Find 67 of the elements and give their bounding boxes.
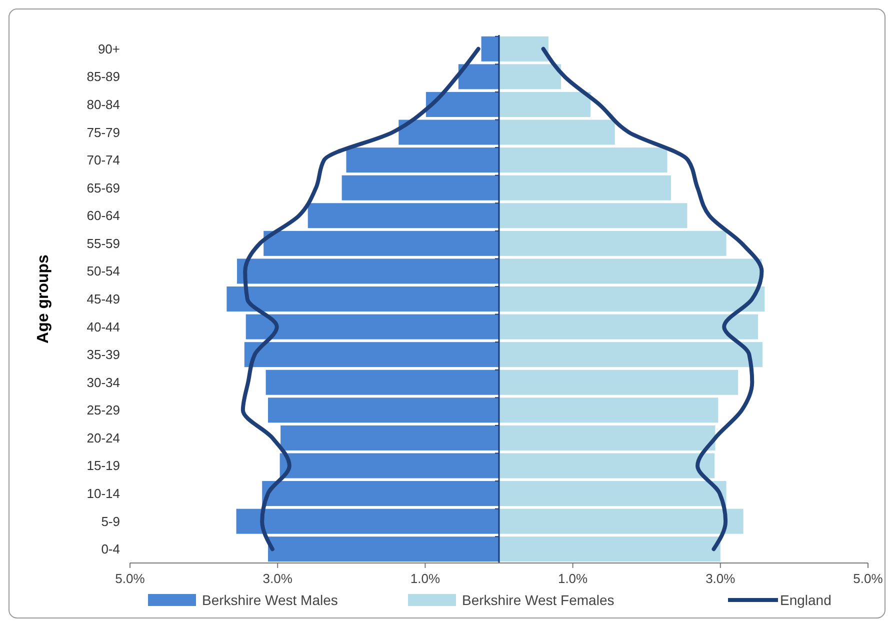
x-tick-label: 5.0% (115, 571, 146, 586)
bar (499, 314, 758, 340)
y-tick-label: 15-19 (86, 458, 120, 474)
bar (499, 258, 762, 284)
bar (481, 36, 499, 62)
bar (499, 203, 688, 228)
bar (346, 148, 499, 173)
y-tick-label: 35-39 (86, 347, 120, 362)
y-tick-label: 50-54 (86, 264, 120, 279)
y-tick-label: 55-59 (86, 236, 120, 251)
bar (499, 148, 668, 173)
bar (499, 286, 765, 312)
bar (342, 175, 499, 200)
bar (499, 425, 716, 450)
bar (499, 536, 720, 562)
bar (266, 370, 499, 395)
y-axis-title: Age groups (35, 254, 52, 344)
y-tick-label: 25-29 (86, 402, 120, 418)
bar (426, 92, 499, 117)
bar (237, 258, 499, 284)
bar (236, 508, 499, 534)
legend-label: England (780, 592, 832, 608)
y-tick-label: 45-49 (86, 292, 120, 306)
bar (226, 286, 499, 312)
bar (499, 508, 744, 534)
bar (499, 230, 726, 256)
bar (280, 453, 499, 478)
bar (499, 36, 548, 62)
bar (499, 370, 738, 395)
bar (268, 398, 499, 423)
bar (398, 120, 499, 145)
y-tick-label: 5-9 (101, 514, 120, 529)
y-tick-label: 80-84 (86, 96, 120, 112)
bar (246, 314, 499, 340)
bar (499, 398, 718, 423)
y-tick-label: 0-4 (101, 542, 120, 557)
x-tick-label: 3.0% (262, 571, 293, 586)
y-tick-label: 10-14 (86, 486, 120, 502)
bar (268, 536, 499, 562)
bar (499, 92, 591, 117)
bar (280, 425, 499, 450)
legend-label: Berkshire West Females (462, 592, 614, 608)
bar (499, 453, 714, 478)
y-tick-label: 85-89 (86, 69, 120, 84)
x-tick-label: 1.0% (558, 571, 588, 586)
bar (499, 175, 671, 200)
bar (308, 203, 499, 228)
y-tick-label: 90+ (98, 41, 120, 56)
legend-label: Berkshire West Males (202, 592, 338, 608)
y-tick-label: 70-74 (86, 152, 120, 168)
y-tick-label: 20-24 (86, 430, 120, 446)
x-tick-label: 3.0% (706, 571, 736, 586)
bar (499, 481, 726, 506)
bar (244, 342, 499, 368)
bar (458, 64, 499, 90)
y-tick-label: 65-69 (86, 180, 120, 196)
x-tick-label: 1.0% (410, 571, 440, 586)
bar (499, 342, 762, 368)
y-tick-label: 75-79 (86, 124, 120, 140)
x-tick-label: 5.0% (853, 571, 884, 586)
bar (499, 64, 561, 90)
bar (264, 230, 499, 256)
bar (262, 481, 499, 506)
y-tick-label: 40-44 (86, 319, 120, 334)
y-tick-label: 60-64 (86, 208, 120, 224)
bar (499, 120, 615, 145)
y-tick-label: 30-34 (86, 374, 120, 390)
